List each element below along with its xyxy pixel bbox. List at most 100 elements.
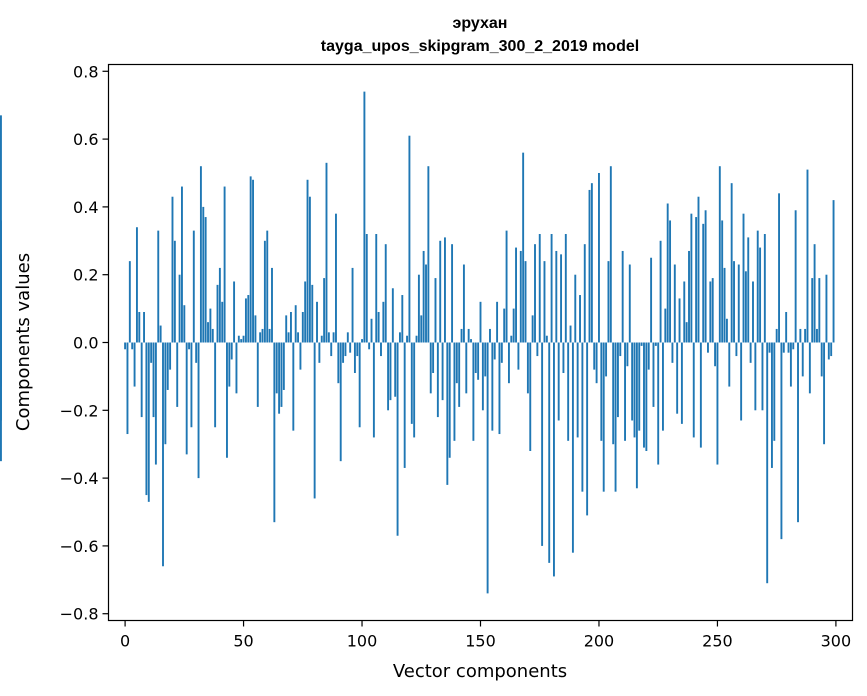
bar — [522, 152, 525, 343]
bar — [285, 315, 288, 343]
bar — [735, 342, 738, 357]
bar — [600, 342, 603, 441]
bar — [233, 281, 236, 343]
y-tick-label: 0.8 — [73, 62, 98, 81]
bar — [688, 250, 690, 343]
bar — [789, 342, 792, 387]
bar — [0, 220, 2, 343]
bar — [290, 311, 292, 343]
bar — [545, 335, 548, 343]
bar — [209, 308, 212, 343]
bar — [664, 308, 667, 343]
bar — [517, 342, 520, 370]
bar — [446, 342, 449, 485]
bar — [164, 342, 167, 445]
bar — [808, 342, 811, 394]
bar — [773, 342, 776, 441]
bar — [451, 244, 454, 343]
bar — [531, 315, 534, 343]
bar — [150, 342, 153, 363]
bar — [609, 166, 612, 343]
y-tick-label: 0.6 — [73, 130, 98, 149]
bar — [335, 213, 337, 343]
bar — [157, 230, 160, 343]
x-axis-label: Vector components — [393, 661, 567, 682]
bar — [181, 186, 183, 343]
bar — [519, 250, 522, 343]
bar — [353, 342, 356, 374]
bar — [797, 342, 799, 523]
bar — [344, 342, 347, 357]
bar — [481, 342, 484, 411]
bar — [389, 342, 392, 401]
bar — [616, 342, 619, 418]
bar — [173, 240, 176, 343]
bar — [571, 342, 574, 553]
bar — [529, 342, 532, 451]
bar — [555, 250, 558, 343]
bar — [159, 325, 162, 343]
bar — [830, 342, 833, 357]
bar — [602, 342, 605, 492]
bar — [477, 342, 480, 380]
bar — [740, 342, 743, 421]
bar — [657, 342, 660, 465]
bar — [673, 264, 676, 343]
bar — [711, 278, 714, 343]
y-tick-label: −0.8 — [60, 605, 99, 624]
bar — [666, 203, 669, 343]
bar — [275, 342, 278, 394]
bar — [218, 267, 221, 343]
bar — [422, 250, 425, 343]
bar — [621, 250, 624, 343]
bar — [330, 342, 333, 357]
bar — [188, 342, 191, 350]
bar — [714, 342, 717, 367]
bar — [401, 295, 404, 343]
bar — [301, 311, 304, 343]
y-tick-label: 0.2 — [73, 266, 98, 285]
bar — [228, 342, 231, 387]
bar — [702, 223, 705, 343]
y-axis-label: Components values — [13, 253, 34, 431]
bar — [436, 342, 439, 418]
bar — [704, 210, 707, 343]
bar — [723, 267, 726, 343]
bar — [683, 281, 686, 343]
bar — [605, 342, 608, 377]
x-tick-label: 150 — [465, 632, 496, 651]
bar — [593, 342, 596, 370]
bar — [299, 342, 302, 370]
bar — [690, 213, 693, 343]
bar — [124, 342, 127, 350]
bar — [171, 196, 174, 343]
bar — [590, 183, 593, 343]
bar — [595, 342, 598, 384]
bar — [598, 172, 600, 343]
bar — [759, 247, 762, 343]
bar — [249, 176, 252, 343]
bar — [230, 342, 233, 360]
bar — [813, 244, 816, 343]
bar — [640, 342, 643, 346]
bar — [413, 342, 416, 438]
bar — [823, 342, 826, 445]
bar — [273, 342, 276, 523]
bar — [569, 325, 572, 343]
bar — [325, 162, 328, 343]
bar — [356, 342, 359, 357]
bar — [133, 342, 136, 387]
bar — [268, 328, 271, 343]
bar — [316, 301, 318, 343]
bar — [692, 342, 695, 438]
bar — [126, 342, 129, 435]
bar — [652, 342, 655, 407]
bar — [612, 342, 615, 445]
bar — [244, 298, 247, 343]
plot-frame — [107, 63, 854, 622]
bar — [794, 210, 797, 343]
bar — [358, 342, 361, 428]
bar — [550, 234, 553, 343]
bar — [697, 196, 700, 343]
